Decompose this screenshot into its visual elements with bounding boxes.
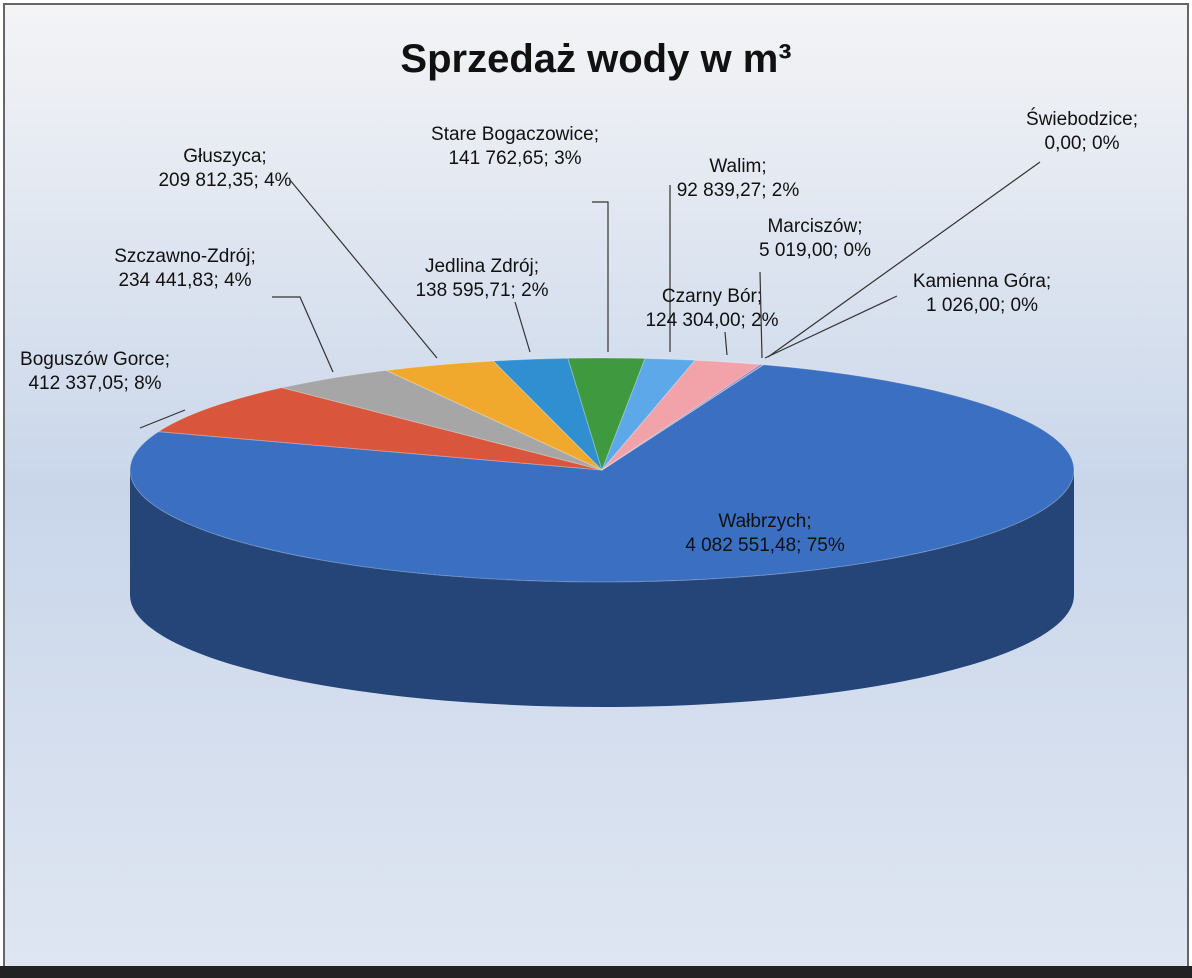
data-label-value: 209 812,35; 4%	[158, 170, 291, 191]
data-label: Kamienna Góra; 1 026,00; 0%	[913, 271, 1051, 316]
data-label: Walim; 92 839,27; 2%	[677, 156, 800, 201]
data-label-name: Walim	[709, 156, 761, 177]
separator: ;	[250, 246, 255, 267]
slice	[601, 363, 765, 471]
data-label: Wałbrzych; 4 082 551,48; 75%	[685, 511, 845, 556]
slice	[129, 364, 1075, 583]
data-label-value: 0,00; 0%	[1045, 133, 1120, 154]
data-label-name: Czarny Bór	[662, 286, 758, 307]
slice	[601, 357, 697, 471]
separator: ;	[1046, 271, 1051, 292]
slice	[384, 360, 603, 471]
data-label-name: Wałbrzych	[718, 511, 806, 532]
data-label-value: 92 839,27; 2%	[677, 180, 800, 201]
data-label-name: Świebodzice	[1026, 108, 1133, 130]
separator: ;	[261, 146, 266, 167]
data-label-name: Stare Bogaczowice	[431, 124, 594, 145]
leader-line	[724, 331, 728, 356]
data-label-name: Jedlina Zdrój	[425, 256, 534, 277]
leader-line	[759, 271, 763, 359]
slice	[281, 369, 603, 471]
separator: ;	[806, 511, 811, 532]
data-label: Stare Bogaczowice; 141 762,65; 3%	[431, 124, 599, 169]
leader-line	[592, 201, 609, 352]
data-label-value: 138 595,71; 2%	[415, 280, 548, 301]
data-label-value: 1 026,00; 0%	[926, 295, 1038, 316]
leader-line	[272, 296, 334, 373]
leader-line	[139, 409, 186, 429]
pie	[129, 357, 1075, 707]
leader-line	[764, 295, 898, 359]
data-label-value: 124 304,00; 2%	[645, 310, 778, 331]
data-label-value: 4 082 551,48; 75%	[685, 535, 845, 556]
slice	[602, 364, 764, 470]
data-label-value: 5 019,00; 0%	[759, 240, 871, 261]
leader-line	[767, 161, 1041, 358]
slice	[157, 387, 603, 471]
leader-line	[514, 301, 531, 353]
slice	[601, 364, 765, 471]
data-label: Szczawno-Zdrój; 234 441,83; 4%	[114, 246, 256, 291]
slice-side	[130, 470, 1074, 707]
data-label-value: 412 337,05; 8%	[28, 373, 161, 394]
separator: ;	[1133, 109, 1138, 130]
separator: ;	[594, 124, 599, 145]
data-label: Jedlina Zdrój; 138 595,71; 2%	[415, 256, 548, 301]
labels: Wałbrzych; 4 082 551,48; 75% Boguszów Gorc…	[20, 108, 1138, 556]
bottom-border	[0, 966, 1192, 978]
leader-line	[289, 179, 438, 359]
data-label-name: Boguszów Gorce	[20, 349, 165, 370]
data-label-name: Głuszyca	[183, 146, 262, 167]
slice	[567, 357, 646, 472]
separator: ;	[761, 156, 766, 177]
chart-title: Sprzedaż wody w m³	[400, 37, 791, 81]
slice	[601, 359, 762, 471]
data-label-name: Szczawno-Zdrój	[114, 246, 250, 267]
separator: ;	[857, 216, 862, 237]
data-label: Głuszyca; 209 812,35; 4%	[158, 146, 291, 191]
separator: ;	[534, 256, 539, 277]
data-label-value: 234 441,83; 4%	[118, 270, 251, 291]
data-label: Marciszów; 5 019,00; 0%	[759, 216, 871, 261]
separator: ;	[165, 349, 170, 370]
data-label: Czarny Bór; 124 304,00; 2%	[645, 286, 778, 331]
data-label: Boguszów Gorce; 412 337,05; 8%	[20, 349, 170, 394]
data-label-name: Kamienna Góra	[913, 271, 1047, 292]
data-label: Świebodzice; 0,00; 0%	[1026, 108, 1138, 154]
data-label-name: Marciszów	[767, 216, 857, 237]
slice	[492, 357, 603, 471]
separator: ;	[757, 286, 762, 307]
data-label-value: 141 762,65; 3%	[448, 148, 581, 169]
